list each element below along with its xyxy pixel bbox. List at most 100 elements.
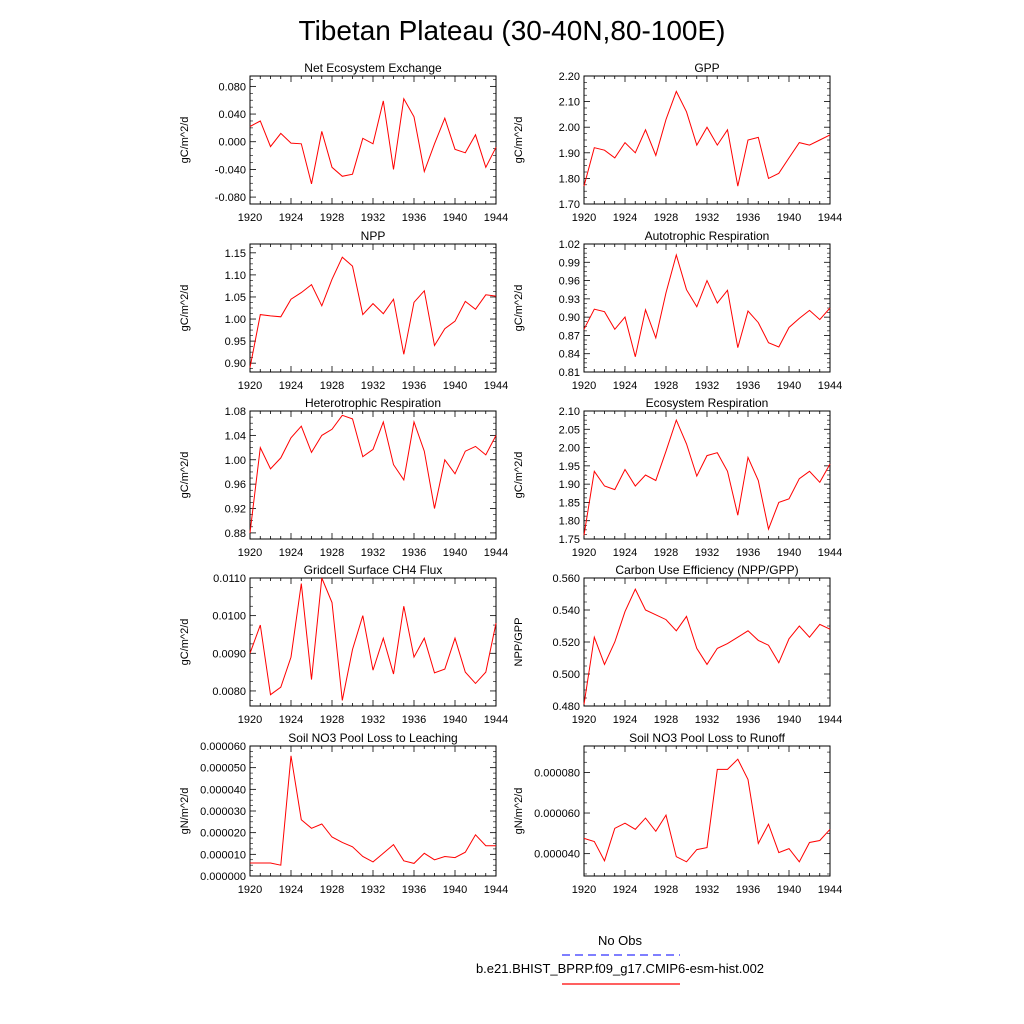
legend-label-obs: No Obs <box>598 933 643 948</box>
x-tick-label: 1932 <box>695 714 719 726</box>
y-tick-label: 0.90 <box>225 358 246 370</box>
x-tick-label: 1920 <box>572 714 596 726</box>
x-tick-label: 1928 <box>320 714 344 726</box>
y-tick-label: 0.87 <box>559 330 580 342</box>
y-tick-label: 0.560 <box>552 573 580 585</box>
y-axis-label: gN/m^2/d <box>513 788 525 835</box>
y-tick-label: 0.93 <box>559 294 580 306</box>
panel-title: GPP <box>694 61 719 75</box>
x-tick-label: 1920 <box>572 547 596 559</box>
y-axis-label: gN/m^2/d <box>179 788 191 835</box>
x-tick-label: 1940 <box>777 547 801 559</box>
y-axis-label: gC/m^2/d <box>513 117 525 164</box>
y-tick-label: 2.00 <box>559 122 580 134</box>
y-tick-label: 1.02 <box>559 239 580 251</box>
x-tick-label: 1940 <box>443 547 467 559</box>
x-tick-label: 1940 <box>443 380 467 392</box>
x-tick-label: 1944 <box>484 714 508 726</box>
x-tick-label: 1944 <box>484 884 508 896</box>
x-tick-label: 1924 <box>613 884 637 896</box>
x-tick-label: 1932 <box>361 212 385 224</box>
figure-title: Tibetan Plateau (30-40N,80-100E) <box>299 15 726 46</box>
y-tick-label: 0.96 <box>225 479 246 491</box>
x-tick-label: 1924 <box>279 380 303 392</box>
x-tick-label: 1944 <box>484 212 508 224</box>
panel-1: Net Ecosystem Exchange gC/m^2/d 1920 1924 19… <box>179 61 508 224</box>
y-tick-label: 0.000060 <box>534 808 580 820</box>
y-tick-label: -0.080 <box>215 192 246 204</box>
x-tick-label: 1924 <box>279 714 303 726</box>
y-tick-label: 0.000050 <box>200 763 246 775</box>
x-tick-label: 1940 <box>777 212 801 224</box>
legend: No Obs b.e21.BHIST_BPRP.f09_g17.CMIP6-es… <box>476 933 764 985</box>
x-tick-label: 1936 <box>402 884 426 896</box>
y-tick-label: 1.95 <box>559 461 580 473</box>
panel-10: Soil NO3 Pool Loss to Runoff gN/m^2/d 1920… <box>513 731 842 896</box>
y-tick-label: 0.480 <box>552 701 580 713</box>
series-line <box>583 588 831 705</box>
panel-2: GPP gC/m^2/d 1920 1924 1928 1932 1936 1940 1944 1… <box>513 61 842 224</box>
y-tick-label: 0.540 <box>552 605 580 617</box>
x-tick-label: 1928 <box>654 547 678 559</box>
y-tick-label: 1.90 <box>559 479 580 491</box>
x-tick-label: 1920 <box>238 714 262 726</box>
y-tick-label: 0.0100 <box>212 611 246 623</box>
y-tick-label: 1.08 <box>225 406 246 418</box>
legend-label-model: b.e21.BHIST_BPRP.f09_g17.CMIP6-esm-hist.… <box>476 961 764 976</box>
x-tick-label: 1940 <box>777 380 801 392</box>
y-tick-label: 0.000060 <box>200 741 246 753</box>
y-tick-label: 1.04 <box>225 430 246 442</box>
y-tick-label: 0.040 <box>218 109 246 121</box>
x-tick-label: 1924 <box>613 212 637 224</box>
panel-title: NPP <box>361 229 386 243</box>
y-axis-label: gC/m^2/d <box>179 619 191 666</box>
series-line <box>583 253 831 357</box>
y-tick-label: 0.96 <box>559 276 580 288</box>
y-tick-label: 0.0090 <box>212 648 246 660</box>
x-tick-label: 1928 <box>654 714 678 726</box>
y-axis-label: gC/m^2/d <box>179 285 191 332</box>
series-line <box>583 418 831 536</box>
x-tick-label: 1920 <box>238 884 262 896</box>
series-line <box>249 577 497 701</box>
series-line <box>583 90 831 187</box>
panel-title: Net Ecosystem Exchange <box>304 61 442 75</box>
y-tick-label: 1.80 <box>559 173 580 185</box>
series-line <box>249 414 497 533</box>
panel-title: Gridcell Surface CH4 Flux <box>304 563 443 577</box>
x-tick-label: 1940 <box>777 884 801 896</box>
x-tick-label: 1932 <box>695 380 719 392</box>
y-axis-label: gC/m^2/d <box>513 285 525 332</box>
x-tick-label: 1932 <box>361 884 385 896</box>
x-tick-label: 1928 <box>654 884 678 896</box>
panel-9: Soil NO3 Pool Loss to Leaching gN/m^2/d 19… <box>179 731 508 896</box>
x-tick-label: 1944 <box>484 547 508 559</box>
y-tick-label: 0.000040 <box>200 784 246 796</box>
x-tick-label: 1920 <box>238 380 262 392</box>
y-tick-label: 0.0080 <box>212 686 246 698</box>
x-tick-label: 1924 <box>613 714 637 726</box>
y-tick-label: 0.99 <box>559 257 580 269</box>
x-tick-label: 1932 <box>695 212 719 224</box>
panel-5: Heterotrophic Respiration gC/m^2/d 1920 192… <box>179 396 508 559</box>
x-tick-label: 1944 <box>818 380 842 392</box>
x-tick-label: 1932 <box>695 547 719 559</box>
y-tick-label: 0.000000 <box>200 871 246 883</box>
x-tick-label: 1944 <box>818 547 842 559</box>
x-tick-label: 1936 <box>402 547 426 559</box>
x-tick-label: 1936 <box>736 547 760 559</box>
y-tick-label: 1.80 <box>559 516 580 528</box>
panel-6: Ecosystem Respiration gC/m^2/d 1920 1924 192… <box>513 396 842 559</box>
x-tick-label: 1940 <box>443 212 467 224</box>
x-tick-label: 1920 <box>238 547 262 559</box>
y-tick-label: 0.90 <box>559 312 580 324</box>
x-tick-label: 1936 <box>402 380 426 392</box>
x-tick-label: 1936 <box>402 714 426 726</box>
y-tick-label: 1.90 <box>559 148 580 160</box>
y-tick-label: 2.05 <box>559 424 580 436</box>
y-tick-label: 2.00 <box>559 443 580 455</box>
y-tick-label: 0.520 <box>552 637 580 649</box>
y-tick-label: 2.10 <box>559 406 580 418</box>
panel-4: Autotrophic Respiration gC/m^2/d 1920 1924 1… <box>513 229 842 392</box>
y-tick-label: 1.05 <box>225 292 246 304</box>
